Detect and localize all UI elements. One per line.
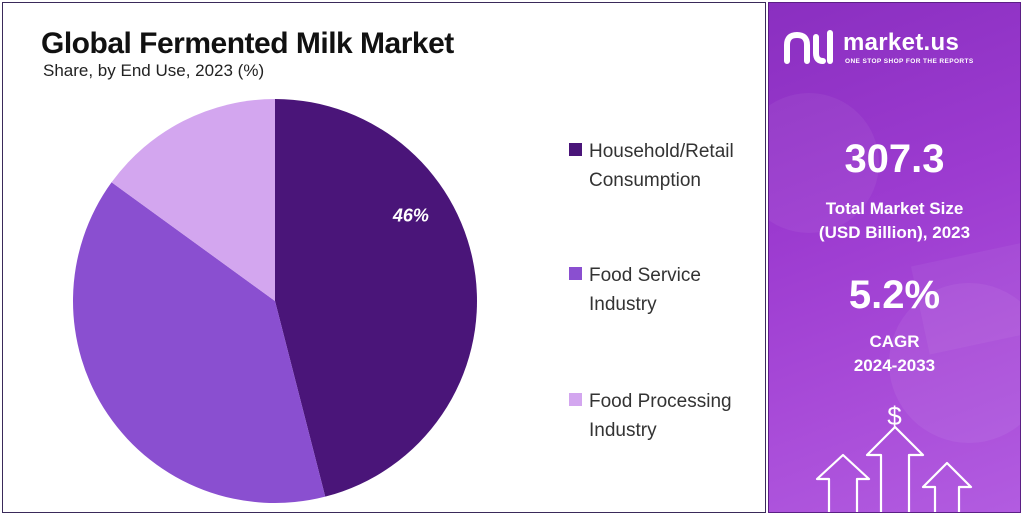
pie-slice-food-processing xyxy=(111,98,275,301)
legend-label-line: Industry xyxy=(589,294,657,315)
data-label-household: 46% xyxy=(392,205,429,225)
legend-label-household: Household/Retail Consumption xyxy=(589,137,769,195)
market-size-label-line: (USD Billion), 2023 xyxy=(818,223,971,242)
market-size-label: Total Market Size (USD Billion), 2023 xyxy=(769,197,1020,245)
market-summary-panel: market.us ONE STOP SHOP FOR THE REPORTS … xyxy=(768,2,1021,513)
market-size-label-line: Total Market Size xyxy=(825,199,964,218)
cagr-label-line: 2024-2033 xyxy=(853,356,936,375)
legend-label-line: Household/Retail xyxy=(589,141,734,162)
cagr-value: 5.2% xyxy=(848,273,941,317)
cagr-label: CAGR 2024-2033 xyxy=(769,330,1020,378)
legend-swatch-food-processing xyxy=(569,393,582,406)
dollar-icon: $ xyxy=(887,401,902,431)
pie-slice-food-service xyxy=(72,182,326,504)
cagr-label-line: CAGR xyxy=(869,332,920,351)
market-us-logo-icon xyxy=(784,30,833,64)
legend-label-line: Food Processing xyxy=(589,391,732,412)
chart-title: Global Fermented Milk Market xyxy=(41,27,454,60)
legend-label-food-service: Food Service Industry xyxy=(589,261,769,319)
pie-slice-household xyxy=(275,98,478,497)
brand-name: market.us xyxy=(843,29,960,56)
brand-logo: market.us ONE STOP SHOP FOR THE REPORTS xyxy=(783,25,1013,71)
legend-label-line: Food Service xyxy=(589,265,701,286)
legend-label-line: Industry xyxy=(589,420,657,441)
legend-swatch-food-service xyxy=(569,267,582,280)
brand-tagline: ONE STOP SHOP FOR THE REPORTS xyxy=(845,58,974,65)
growth-arrows-icon xyxy=(815,425,973,512)
chart-subtitle: Share, by End Use, 2023 (%) xyxy=(43,61,265,80)
market-size-value: 307.3 xyxy=(844,137,945,181)
background-decoration xyxy=(769,93,1020,512)
chart-panel: 46% Global Fermented Milk Market Share, … xyxy=(2,2,766,513)
legend-swatch-household xyxy=(569,143,582,156)
pie-chart: 46% xyxy=(72,98,478,504)
legend-label-line: Consumption xyxy=(589,170,701,191)
legend-label-food-processing: Food Processing Industry xyxy=(589,387,769,445)
